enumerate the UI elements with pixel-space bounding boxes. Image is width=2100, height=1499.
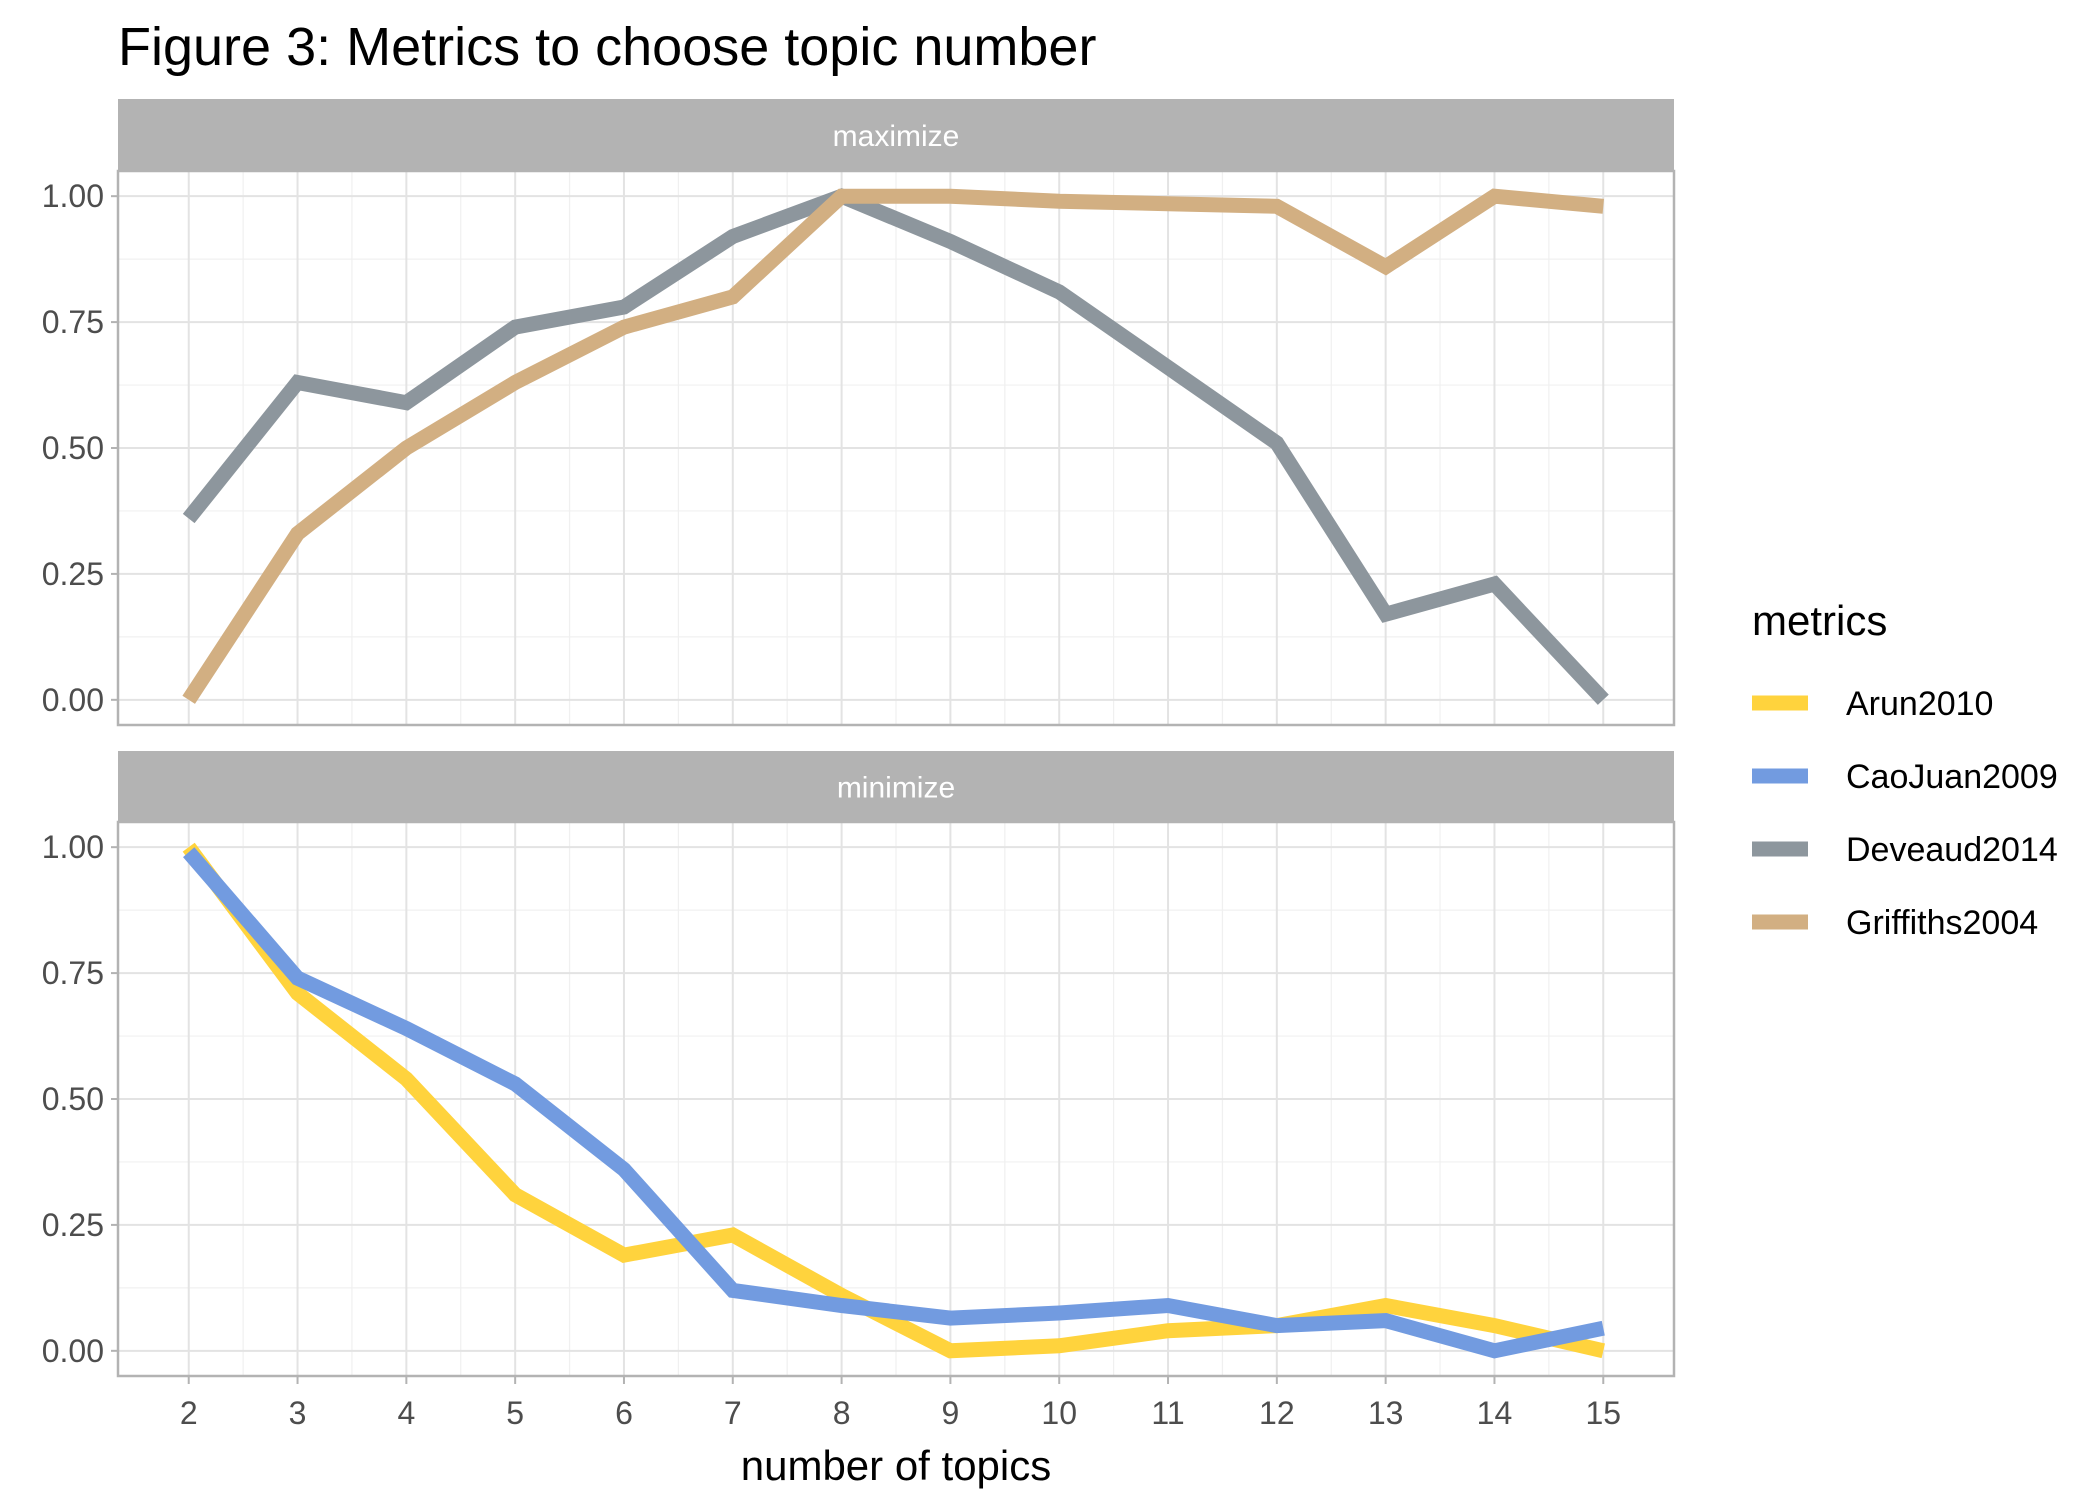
x-tick-label: 9	[942, 1395, 960, 1431]
legend-item-Deveaud2014: Deveaud2014	[1752, 831, 2058, 869]
legend-label: Deveaud2014	[1846, 831, 2058, 869]
y-tick-label: 1.00	[42, 829, 104, 865]
strip-minimize	[118, 751, 1674, 822]
y-tick-label: 0.50	[42, 1081, 104, 1117]
panels-layer: maximize 0.00 0.25 0.50 0.75 1.00 minimize 0.00…	[42, 99, 1676, 1431]
x-tick-label: 7	[724, 1395, 742, 1431]
panel-border	[116, 820, 1676, 1378]
y-tick-label: 0.25	[42, 556, 104, 592]
y-tick-label: 1.00	[42, 178, 104, 214]
strip-label-maximize: maximize	[833, 120, 960, 153]
y-tick-label: 0.00	[42, 682, 104, 718]
x-tick-label: 11	[1151, 1395, 1184, 1431]
legend-label: Griffiths2004	[1846, 904, 2038, 942]
y-tick-label: 0.00	[42, 1333, 104, 1369]
chart-title: Figure 3: Metrics to choose topic number	[118, 17, 1096, 77]
y-tick-label: 0.75	[42, 955, 104, 991]
legend-item-Arun2010: Arun2010	[1752, 685, 1993, 723]
x-tick-label: 4	[397, 1395, 415, 1431]
legend-label: CaoJuan2009	[1846, 758, 2058, 796]
legend: metrics Arun2010 CaoJuan2009 Deveaud2014 Gr…	[1752, 597, 2058, 942]
y-tick-label: 0.75	[42, 304, 104, 340]
panel-border	[116, 169, 1676, 727]
x-tick-label: 15	[1585, 1395, 1621, 1431]
x-tick-label: 6	[615, 1395, 633, 1431]
series-line-CaoJuan2009	[183, 847, 1605, 1359]
gridlines	[118, 171, 1674, 725]
x-tick-label: 10	[1041, 1395, 1077, 1431]
x-tick-label: 3	[289, 1395, 307, 1431]
x-tick-label: 12	[1259, 1395, 1295, 1431]
legend-item-Griffiths2004: Griffiths2004	[1752, 904, 2038, 942]
legend-label: Arun2010	[1846, 685, 1993, 723]
x-tick-label: 14	[1477, 1395, 1513, 1431]
series-line-Arun2010	[182, 842, 1605, 1359]
strip-maximize	[118, 99, 1674, 171]
legend-title: metrics	[1752, 597, 1887, 644]
y-tick-label: 0.50	[42, 430, 104, 466]
x-axis-title: number of topics	[741, 1442, 1052, 1489]
strip-label-minimize: minimize	[837, 772, 955, 805]
legend-item-CaoJuan2009: CaoJuan2009	[1752, 758, 2058, 796]
y-tick-label: 0.25	[42, 1207, 104, 1243]
x-tick-label: 2	[180, 1395, 198, 1431]
series-line-Deveaud2014	[182, 188, 1609, 705]
x-tick-label: 13	[1368, 1395, 1404, 1431]
panel-maximize: maximize 0.00 0.25 0.50 0.75 1.00	[42, 99, 1676, 727]
panel-minimize: minimize 0.00 0.25 0.50 0.75 1.00 2 3 4 5 6 7 8 9 10 11…	[42, 751, 1676, 1431]
gridlines	[118, 822, 1674, 1376]
x-tick-label: 5	[506, 1395, 524, 1431]
x-tick-label: 8	[833, 1395, 851, 1431]
series-line-Griffiths2004	[182, 188, 1604, 704]
